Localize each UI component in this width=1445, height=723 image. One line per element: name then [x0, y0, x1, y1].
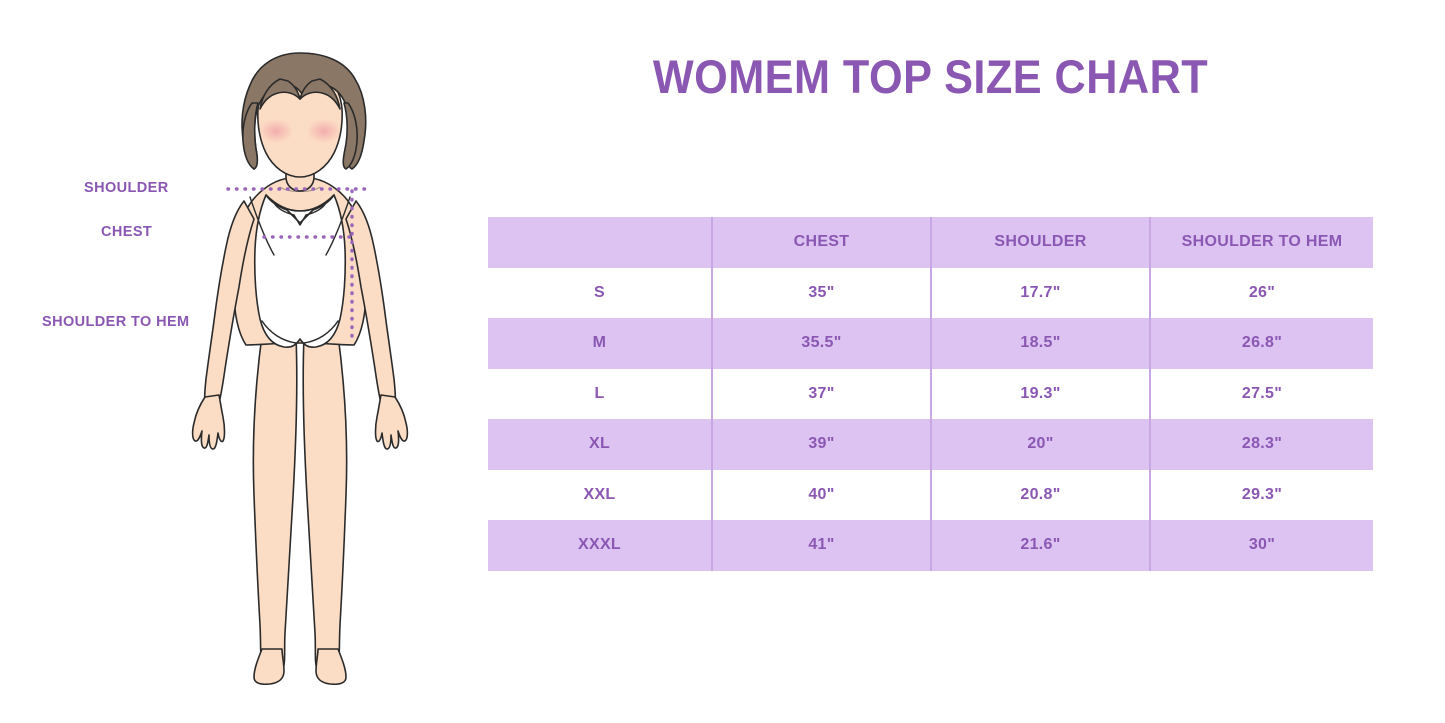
column-header-size [488, 217, 713, 268]
cell-shoulder-to-hem: 28.3" [1150, 419, 1373, 470]
bodysuit-neckline-shape [265, 194, 335, 224]
cell-size: XXL [488, 469, 713, 520]
column-header-shoulder: SHOULDER [931, 217, 1151, 268]
cell-size: S [488, 267, 713, 318]
measure-label-chest: CHEST [101, 224, 153, 240]
cell-shoulder-to-hem: 26.8" [1150, 318, 1373, 369]
foot-right-shape [315, 648, 347, 685]
hair-fringe-shape [259, 78, 301, 110]
bodysuit-strap-left [249, 196, 275, 256]
measure-label-shoulder-to-hem: SHOULDER TO HEM [42, 314, 190, 330]
cell-shoulder: 20" [931, 419, 1151, 470]
cell-shoulder: 18.5" [931, 318, 1151, 369]
table-header: CHEST SHOULDER SHOULDER TO HEM [488, 217, 1373, 268]
cell-chest: 35" [712, 267, 932, 318]
blush-left-cheek [259, 119, 293, 143]
cell-chest: 37" [712, 368, 932, 419]
hair-front-left-shape [242, 102, 259, 170]
table-row: XXXL 41" 21.6" 30" [488, 520, 1373, 571]
cell-shoulder: 19.3" [931, 368, 1151, 419]
bodysuit-strap-right [325, 196, 351, 256]
collarbone-line [279, 186, 321, 192]
cell-chest: 40" [712, 469, 932, 520]
cell-size: XL [488, 419, 713, 470]
cell-chest: 35.5" [712, 318, 932, 369]
cell-size: L [488, 368, 713, 419]
table-header-row: CHEST SHOULDER SHOULDER TO HEM [488, 217, 1373, 268]
table-body: S 35" 17.7" 26" M 35.5" 18.5" 26.8" L 37… [488, 267, 1373, 571]
table-row: M 35.5" 18.5" 26.8" [488, 318, 1373, 369]
bodysuit-leg-opening-left [261, 320, 297, 344]
body-figure-illustration [191, 52, 409, 685]
size-chart-table: CHEST SHOULDER SHOULDER TO HEM S 35" 17.… [488, 217, 1373, 571]
column-header-chest: CHEST [712, 217, 932, 268]
figure-panel: SHOULDER CHEST SHOULDER TO HEM [0, 0, 470, 723]
table-row: XXL 40" 20.8" 29.3" [488, 469, 1373, 520]
cell-shoulder: 17.7" [931, 267, 1151, 318]
table-row: L 37" 19.3" 27.5" [488, 368, 1373, 419]
bodysuit-leg-opening-right [303, 320, 339, 344]
foot-left-shape [253, 648, 285, 685]
measure-label-shoulder: SHOULDER [84, 180, 169, 196]
cell-shoulder-to-hem: 26" [1150, 267, 1373, 318]
cell-shoulder: 21.6" [931, 520, 1151, 571]
size-table-container: CHEST SHOULDER SHOULDER TO HEM S 35" 17.… [488, 217, 1373, 571]
leg-right-shape [302, 334, 348, 674]
blush-right-cheek [307, 119, 341, 143]
cell-size: XXXL [488, 520, 713, 571]
page-title: WOMEM TOP SIZE CHART [652, 50, 1209, 103]
cell-shoulder: 20.8" [931, 469, 1151, 520]
bodysuit-sweetheart-neckline [273, 202, 327, 226]
cell-shoulder-to-hem: 30" [1150, 520, 1373, 571]
hair-front-right-shape [342, 102, 358, 170]
hand-right-shape [374, 394, 409, 450]
column-header-shoulder-to-hem: SHOULDER TO HEM [1150, 217, 1373, 268]
cell-chest: 39" [712, 419, 932, 470]
leg-left-shape [252, 334, 298, 674]
cell-chest: 41" [712, 520, 932, 571]
hand-left-shape [191, 394, 226, 450]
cell-shoulder-to-hem: 29.3" [1150, 469, 1373, 520]
table-row: S 35" 17.7" 26" [488, 267, 1373, 318]
cell-shoulder-to-hem: 27.5" [1150, 368, 1373, 419]
hair-fringe-right-shape [299, 78, 341, 110]
cell-size: M [488, 318, 713, 369]
table-row: XL 39" 20" 28.3" [488, 419, 1373, 470]
